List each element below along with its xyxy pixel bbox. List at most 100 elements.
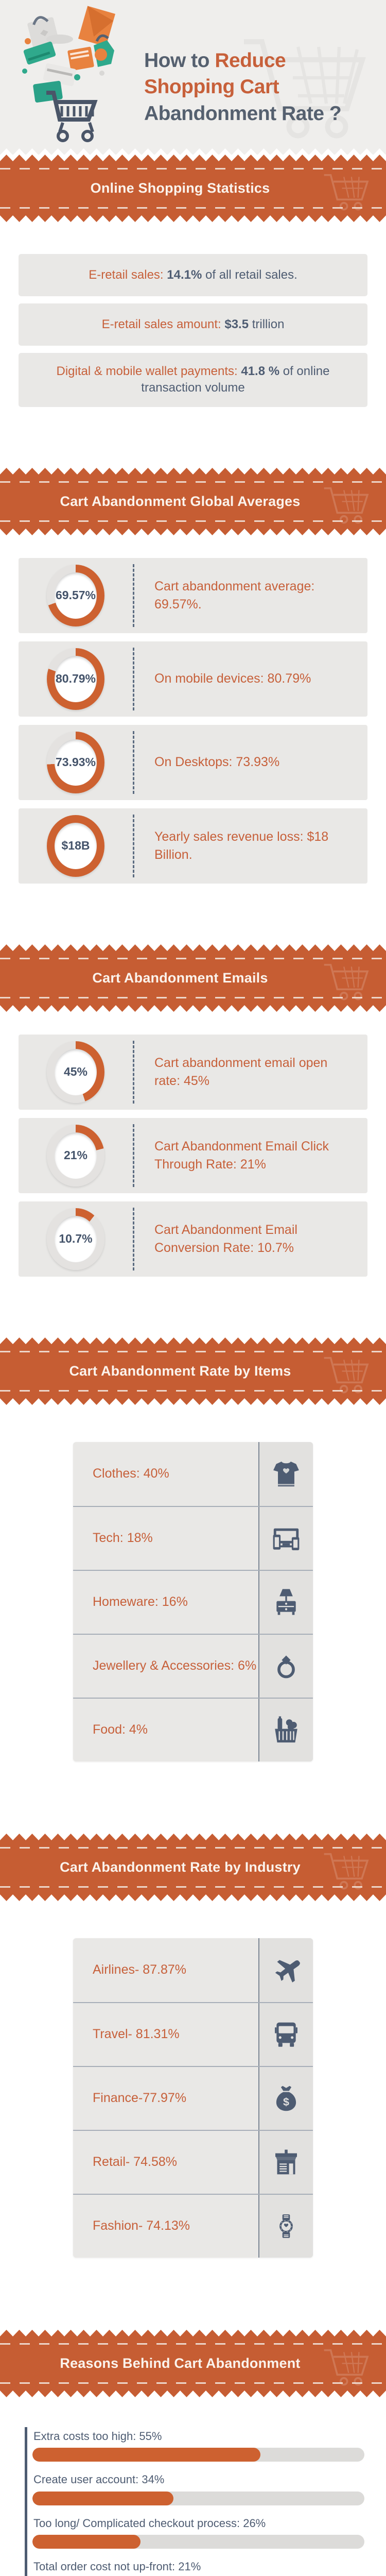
dashed-line [0, 2343, 386, 2345]
donut-chart: 80.79% [47, 648, 104, 710]
dashed-line [0, 168, 386, 170]
bar-row: Total order cost not up-front: 21% [32, 2560, 364, 2576]
stat-card: E-retail sales: 14.1% of all retail sale… [19, 254, 367, 296]
stat-card: Digital & mobile wallet payments: 41.8 %… [19, 353, 367, 407]
donut-hole: 10.7% [55, 1215, 97, 1262]
table-row: Food: 4% [73, 1697, 313, 1761]
title-part: How to [144, 49, 215, 72]
table-row-icon-cell [258, 2003, 313, 2066]
table-row-text: Retail- 74.58% [93, 2155, 177, 2170]
zigzag-edge [0, 215, 386, 222]
zigzag-edge [0, 1398, 386, 1405]
donut-value: 45% [63, 1065, 88, 1079]
donut-value: 80.79% [55, 672, 96, 686]
table-row-icon-cell [258, 1442, 313, 1506]
donut-row: 73.93% On Desktops: 73.93% [19, 724, 367, 800]
stat-label: E-retail sales amount: [101, 317, 225, 331]
dashed-divider [133, 814, 134, 877]
stat-card: E-retail sales amount: $3.5 trillion [19, 303, 367, 346]
groceries-icon [271, 1715, 301, 1745]
table-row: Tech: 18% [73, 1505, 313, 1570]
sweater-icon [271, 1459, 301, 1489]
banner-online-shopping-statistics: Online Shopping Statistics [0, 155, 386, 222]
table-row: Travel- 81.31% [73, 2002, 313, 2066]
dashed-line [0, 207, 386, 209]
table-row-icon-cell [258, 2130, 313, 2194]
stat-label: E-retail sales: [89, 267, 167, 282]
bar-label: Extra costs too high: 55% [33, 2429, 162, 2443]
zigzag-edge [0, 1833, 386, 1840]
cart-watermark-icon [324, 2349, 369, 2386]
donut-cell: 69.57% [19, 564, 133, 626]
stat-card-list: E-retail sales: 14.1% of all retail sale… [19, 254, 367, 407]
donut-chart: $18B [47, 815, 104, 877]
table-row-icon-cell [258, 1938, 313, 2002]
zigzag-edge [0, 1894, 386, 1901]
zigzag-edge [0, 467, 386, 474]
header-illustration [22, 6, 116, 142]
donut-cell: $18B [19, 815, 133, 877]
stat-value: 14.1% [167, 267, 202, 282]
reasons-bar-chart: Extra costs too high: 55% Create user ac… [25, 2427, 364, 2576]
donut-chart: 10.7% [47, 1208, 104, 1270]
section-title: Cart Abandonment Rate by Industry [60, 1859, 301, 1875]
donut-row: 80.79% On mobile devices: 80.79% [19, 641, 367, 717]
bar-label: Too long/ Complicated checkout process: … [33, 2516, 266, 2530]
stat-value: $3.5 [224, 317, 249, 331]
table-row-text: Airlines- 87.87% [93, 1962, 187, 1977]
table-row: Finance-77.97% $ [73, 2065, 313, 2130]
banner-rate-by-industry: Cart Abandonment Rate by Industry [0, 1833, 386, 1901]
zigzag-edge [0, 2329, 386, 2336]
header: How to Reduce Shopping Cart Abandonment … [0, 0, 386, 155]
dashed-line [0, 1389, 386, 1392]
bar-row: Create user account: 34% [32, 2472, 364, 2505]
donut-cell: 80.79% [19, 648, 133, 710]
table-row: Jewellery & Accessories: 6% [73, 1633, 313, 1698]
bar-row: Too long/ Complicated checkout process: … [32, 2516, 364, 2549]
donut-row-text: On mobile devices: 80.79% [154, 671, 311, 686]
donut-row: 45% Cart abandonment email open rate: 45… [19, 1034, 367, 1110]
stat-suffix: of all retail sales. [202, 267, 297, 282]
donut-row-text: Cart abandonment average: 69.57%. [154, 579, 315, 612]
bar-fill [32, 2491, 174, 2505]
stat-text: Digital & mobile wallet payments: 41.8 %… [49, 363, 337, 397]
dashed-divider [133, 1124, 134, 1187]
dashed-line [0, 2382, 386, 2384]
bar-track [32, 2448, 364, 2462]
donut-row: 21% Cart Abandonment Email Click Through… [19, 1117, 367, 1193]
dashed-divider [133, 647, 134, 710]
donut-cell: 73.93% [19, 731, 133, 793]
donut-row-text: Cart Abandonment Email Conversion Rate: … [154, 1222, 297, 1255]
donut-row: 10.7% Cart Abandonment Email Conversion … [19, 1201, 367, 1277]
bar-label: Total order cost not up-front: 21% [33, 2560, 201, 2573]
watch-icon [273, 2211, 299, 2242]
dashed-divider [133, 564, 134, 627]
donut-value: 21% [63, 1148, 88, 1162]
donut-hole: 45% [55, 1048, 97, 1095]
bar-row: Extra costs too high: 55% [32, 2429, 364, 2462]
furniture-icon [272, 1587, 301, 1617]
donut-row-text: On Desktops: 73.93% [154, 755, 280, 770]
industry-table: Airlines- 87.87% Travel- 81.31% Finance-… [73, 1938, 313, 2258]
zigzag-edge [0, 528, 386, 535]
zigzag-edge [0, 944, 386, 951]
svg-text:$: $ [283, 2096, 289, 2108]
title-part-accent: Reduce Shopping Cart [144, 49, 286, 98]
stat-suffix: of online transaction volume [141, 364, 330, 395]
bus-icon [272, 2019, 301, 2050]
dashed-line [0, 1886, 386, 1888]
store-icon [272, 2147, 301, 2178]
title-part: Abandonment Rate ? [144, 102, 342, 125]
table-row: Fashion- 74.13% [73, 2193, 313, 2258]
donut-hole: 80.79% [55, 655, 97, 702]
bar-track [32, 2535, 364, 2549]
table-row-text: Homeware: 16% [93, 1595, 188, 1609]
global-averages-list: 69.57% Cart abandonment average: 69.57%.… [19, 557, 367, 884]
cart-watermark-icon [324, 174, 369, 211]
stat-value: 41.8 % [241, 364, 280, 378]
table-row: Airlines- 87.87% [73, 1938, 313, 2002]
stat-suffix: trillion [249, 317, 285, 331]
dashed-line [0, 957, 386, 959]
zigzag-edge [0, 155, 386, 161]
banner-global-averages: Cart Abandonment Global Averages [0, 467, 386, 535]
